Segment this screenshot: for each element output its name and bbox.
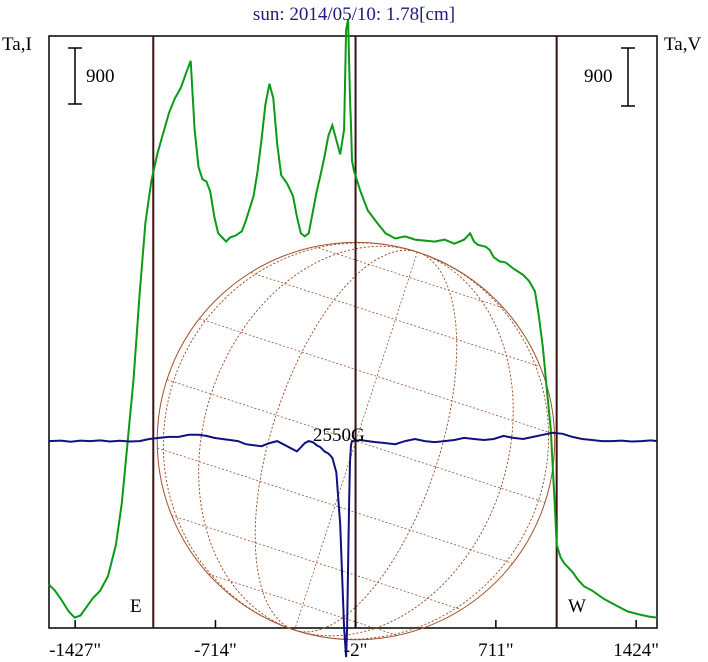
right-scale-bar <box>621 47 635 107</box>
latitude-line <box>314 246 504 309</box>
x-tick-label: 1424" <box>613 640 659 661</box>
x-tick-label: -714" <box>194 640 237 661</box>
x-axis-ticks: -1427" -714" -2" 711" 1424" <box>49 620 659 661</box>
chart-title: sun: 2014/05/10: 1.78[cm] <box>253 4 455 25</box>
west-limb-label: W <box>568 596 586 617</box>
right-scale-label: 900 <box>584 66 613 87</box>
longitude-line <box>198 245 514 637</box>
left-scale-label: 900 <box>86 66 115 87</box>
x-tick-label: 711" <box>478 640 514 661</box>
east-limb-label: E <box>130 596 142 617</box>
limb-and-center-lines <box>152 36 558 628</box>
left-scale-bar <box>68 47 82 105</box>
intensity-series-line <box>48 19 658 619</box>
latitude-line <box>171 515 462 610</box>
x-tick-label: -2" <box>344 640 368 661</box>
longitude-line <box>162 242 549 640</box>
solar-disk <box>156 241 556 641</box>
field-strength-annotation: 2550G <box>313 425 365 446</box>
plot-frame <box>48 35 658 629</box>
left-axis-label: Ta,I <box>2 34 32 55</box>
latitude-line <box>199 318 555 435</box>
right-axis-label: Ta,V <box>664 34 701 55</box>
x-tick-label: -1427" <box>49 640 101 661</box>
latitude-line <box>208 573 398 636</box>
polarization-series-line <box>48 431 658 658</box>
latitude-line <box>250 272 541 367</box>
